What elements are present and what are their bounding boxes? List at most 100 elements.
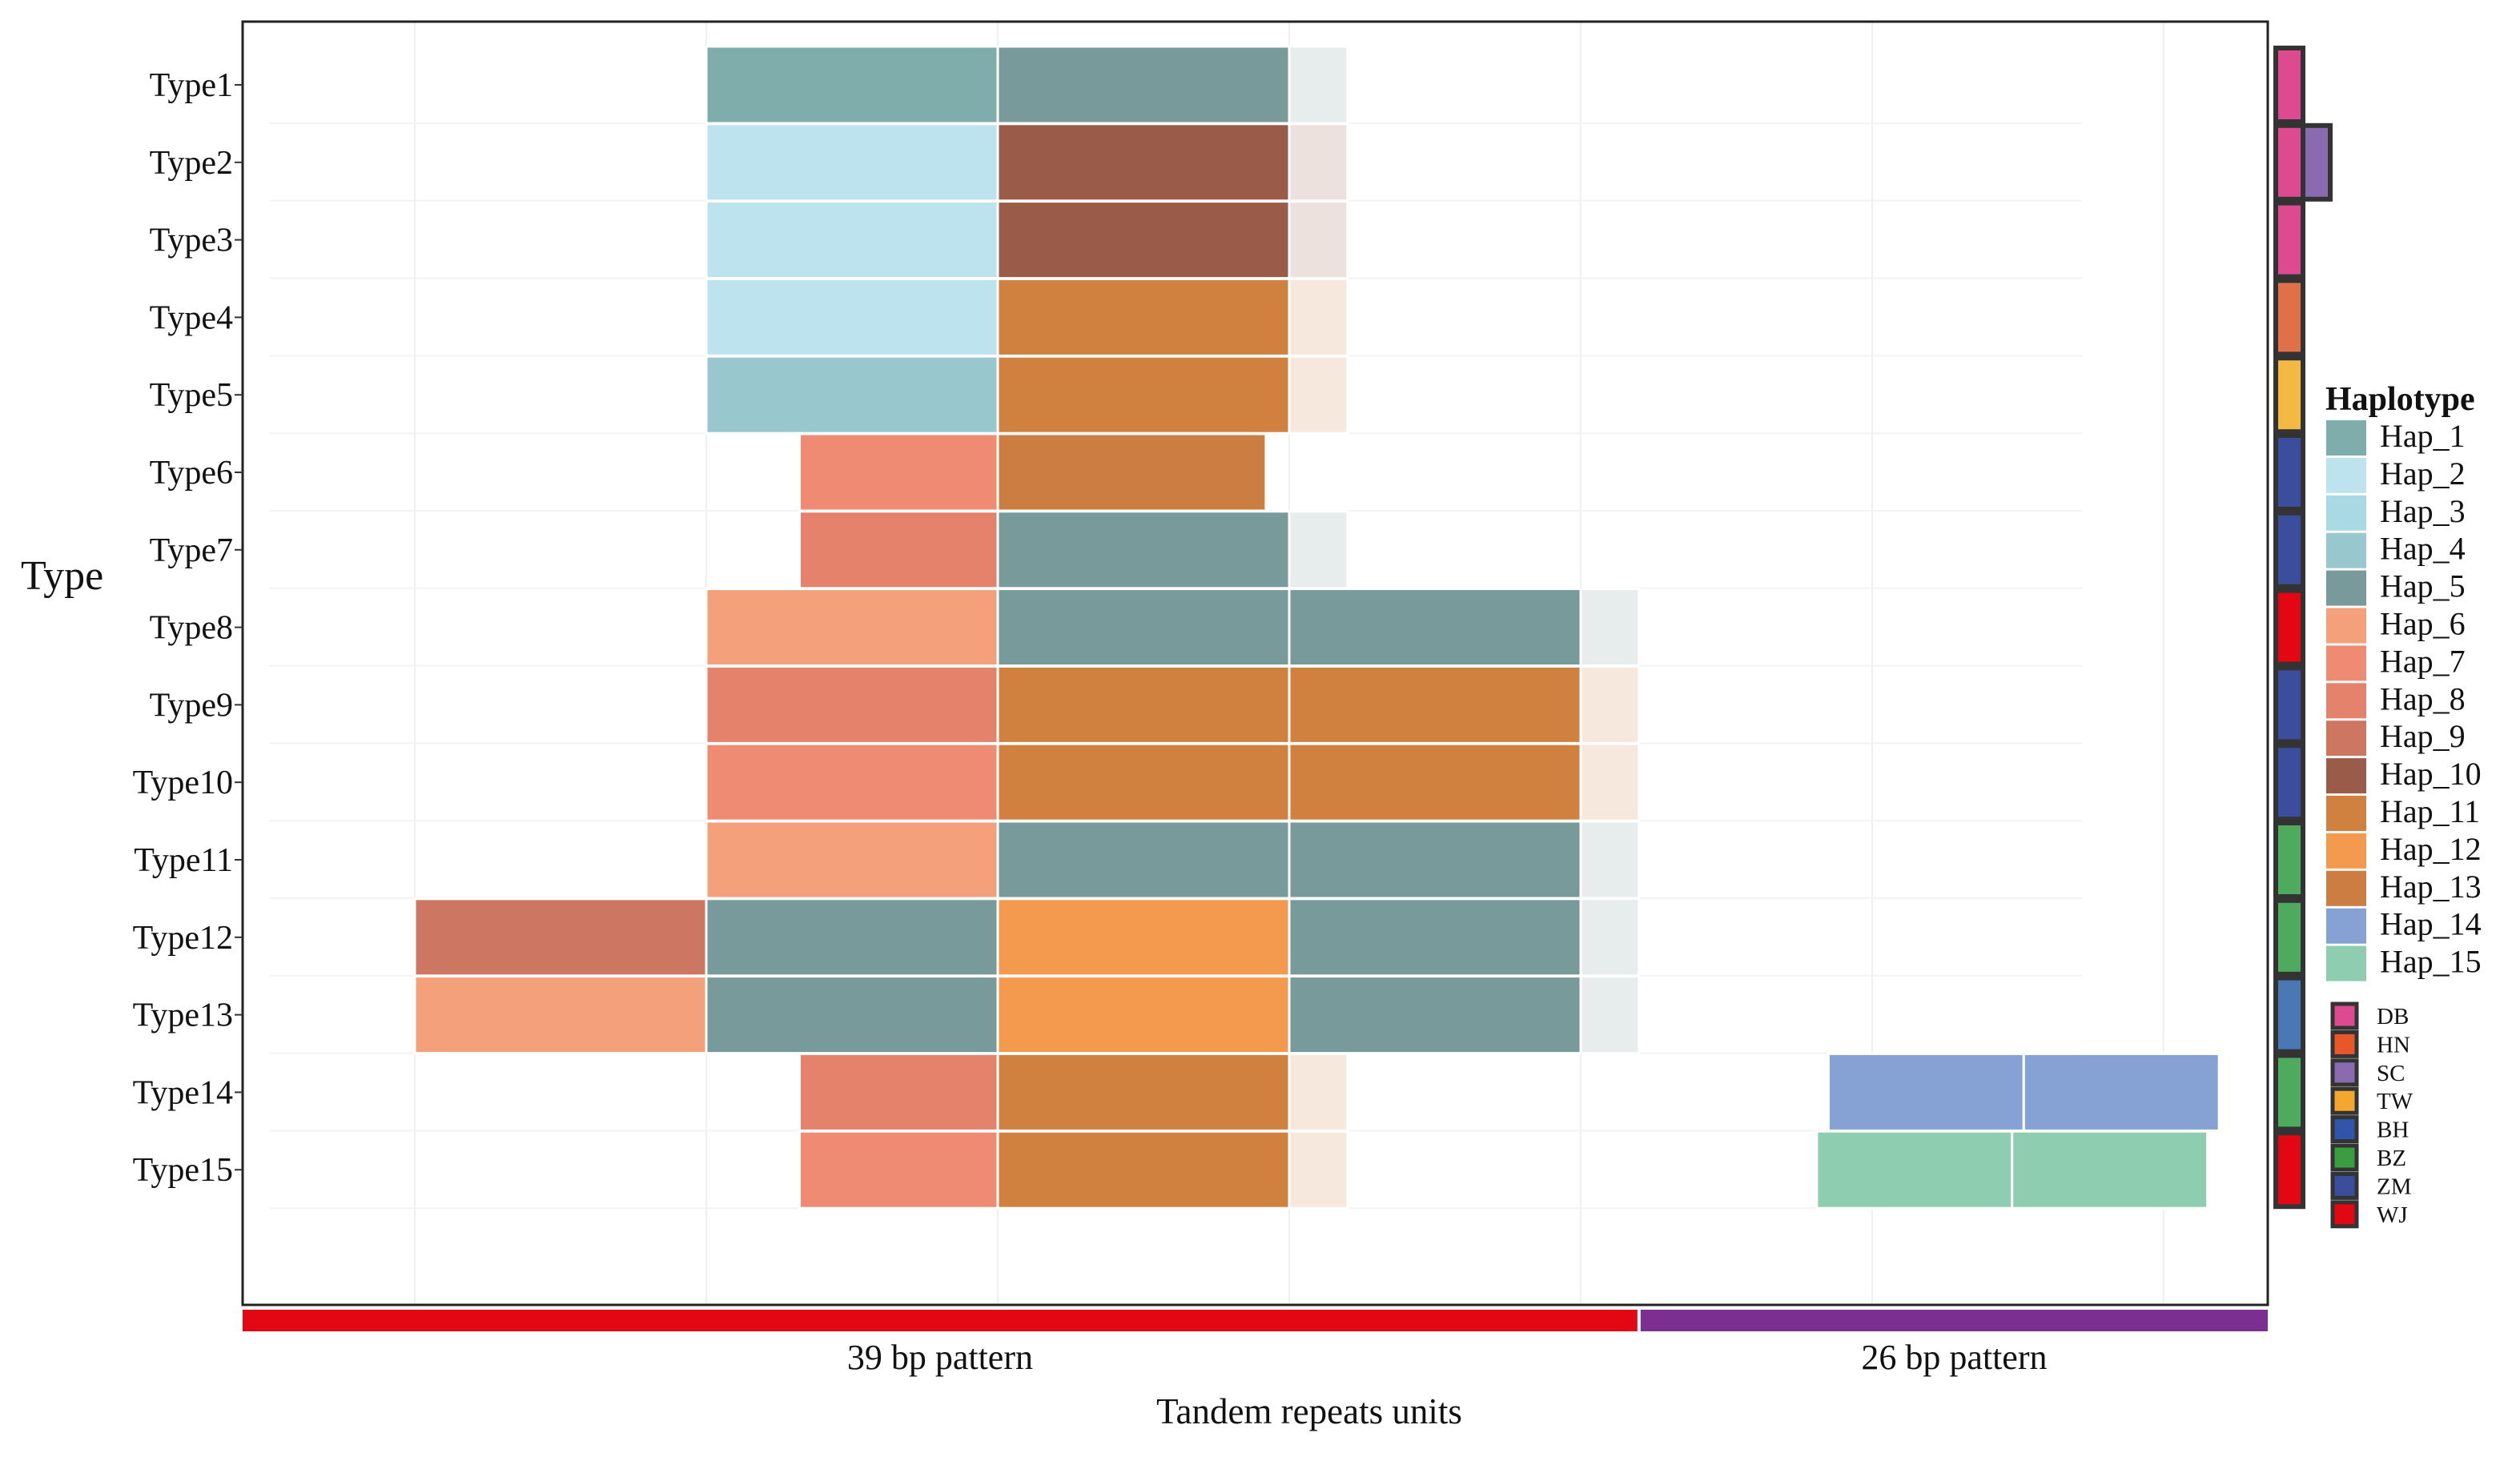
region-annotation-db xyxy=(2273,46,2305,124)
haplotype-legend: HaplotypeHap_1Hap_2Hap_3Hap_4Hap_5Hap_6H… xyxy=(2325,381,2482,981)
legend-swatch xyxy=(2326,945,2366,981)
tile-type9-hap_8 xyxy=(705,664,999,745)
y-tick-label: Type5 xyxy=(150,377,233,414)
region-legend-label: TW xyxy=(2377,1089,2413,1114)
region-annotation-tw xyxy=(2273,355,2305,435)
legend-label: Hap_5 xyxy=(2380,568,2466,604)
legend-label: Hap_4 xyxy=(2380,531,2466,567)
legend-label: Hap_8 xyxy=(2380,680,2466,716)
tile-type3-hap_2 xyxy=(705,200,999,280)
region-annotation-hn xyxy=(2273,278,2305,357)
tile-type5-hap_4 xyxy=(705,355,999,435)
legend-label: Hap_14 xyxy=(2380,906,2482,942)
region-legend-swatch xyxy=(2330,1143,2359,1172)
tile-type13-hap_12 xyxy=(996,975,1291,1055)
region-annotation-wj xyxy=(2273,1130,2305,1210)
region-legend-label: BZ xyxy=(2377,1146,2406,1171)
y-tick-label: Type3 xyxy=(150,223,233,259)
legend-label: Hap_2 xyxy=(2380,456,2466,492)
tile-type3-hap_10 xyxy=(1288,200,1349,280)
tile-type12-hap_5 xyxy=(1288,897,1582,977)
tile-type9-hap_11 xyxy=(996,664,1291,745)
tile-type13-hap_5 xyxy=(1579,975,1641,1055)
tile-type8-hap_5 xyxy=(996,588,1291,668)
region-legend-swatch xyxy=(2330,1171,2359,1200)
legend-title: Haplotype xyxy=(2325,381,2475,418)
tile-type9-hap_11 xyxy=(1579,664,1641,745)
tile-type7-hap_5 xyxy=(1288,510,1349,590)
tile-type1-hap_1 xyxy=(705,45,999,125)
tile-type12-hap_9 xyxy=(413,897,708,977)
legend-swatch xyxy=(2326,420,2366,456)
y-tick-label: Type13 xyxy=(133,997,233,1034)
region-legend-label: SC xyxy=(2377,1061,2405,1086)
region-annotation-bz xyxy=(2273,1053,2305,1132)
region-annotation-wj xyxy=(2273,588,2305,667)
tile-type2-hap_10 xyxy=(996,122,1291,203)
region-annotation-zm xyxy=(2273,665,2305,745)
region-annotation-zm xyxy=(2273,510,2305,589)
tile-type15-hap_11 xyxy=(996,1130,1291,1210)
legend-label: Hap_15 xyxy=(2380,944,2482,980)
legend-swatch xyxy=(2326,758,2366,794)
region-annotation-strip xyxy=(2273,46,2333,1210)
tile-type5-hap_11 xyxy=(1288,355,1349,435)
region-annotation-sc xyxy=(2301,122,2333,202)
legend-swatch xyxy=(2326,495,2366,531)
tile-type6-hap_7 xyxy=(798,432,999,512)
tile-type13-hap_5 xyxy=(705,975,999,1055)
x-axis-title: Tandem repeats units xyxy=(1156,1391,1462,1431)
y-tick-label: Type9 xyxy=(150,687,233,724)
tile-type7-hap_5 xyxy=(996,510,1291,590)
tiles xyxy=(413,45,2221,1210)
tile-type7-hap_8 xyxy=(798,510,999,590)
region-legend-label: ZM xyxy=(2377,1174,2412,1199)
tile-type8-hap_5 xyxy=(1288,588,1582,668)
region-legend-swatch xyxy=(2330,1200,2359,1229)
tile-type6-hap_13 xyxy=(996,432,1268,512)
legend-swatch xyxy=(2326,833,2366,869)
pattern-label: 39 bp pattern xyxy=(847,1338,1033,1377)
tile-type2-hap_10 xyxy=(1288,122,1349,203)
y-tick-label: Type10 xyxy=(133,765,233,801)
y-tick-label: Type8 xyxy=(150,610,233,647)
legend-swatch xyxy=(2326,608,2366,644)
legend-label: Hap_10 xyxy=(2380,756,2482,792)
tile-type11-hap_5 xyxy=(1579,820,1641,900)
y-tick-label: Type1 xyxy=(150,67,233,104)
tile-type4-hap_2 xyxy=(705,277,999,357)
plot-border xyxy=(241,20,2269,1306)
pattern-bar xyxy=(243,1310,1638,1331)
tile-type15-hap_7 xyxy=(798,1130,999,1210)
pattern-label: 26 bp pattern xyxy=(1861,1338,2047,1377)
region-annotation-db xyxy=(2273,122,2305,202)
tile-type11-hap_5 xyxy=(996,820,1291,900)
legend-swatch xyxy=(2326,683,2366,719)
legend-swatch xyxy=(2326,796,2366,831)
legend-label: Hap_11 xyxy=(2380,793,2480,829)
legend-swatch xyxy=(2326,645,2366,681)
y-tick-label: Type14 xyxy=(133,1074,233,1111)
region-legend-swatch xyxy=(2330,1115,2359,1144)
tile-type13-hap_6 xyxy=(413,975,708,1055)
legend-label: Hap_13 xyxy=(2380,869,2482,905)
tile-type9-hap_11 xyxy=(1288,664,1582,745)
legend-label: Hap_12 xyxy=(2380,831,2482,867)
y-tick-label: Type6 xyxy=(150,455,233,492)
region-legend-swatch xyxy=(2330,1001,2359,1030)
region-annotation-bz xyxy=(2273,897,2305,977)
region-legend-swatch xyxy=(2330,1030,2359,1058)
region-legend-label: BH xyxy=(2377,1118,2409,1143)
region-legend-label: WJ xyxy=(2377,1202,2408,1228)
tile-type14-hap_14 xyxy=(2022,1052,2221,1132)
region-annotation-db xyxy=(2273,200,2305,279)
tile-type4-hap_11 xyxy=(996,277,1291,357)
pattern-bars: 39 bp pattern 26 bp pattern xyxy=(243,1310,2268,1377)
legend-swatch xyxy=(2326,908,2366,944)
region-annotation-zm xyxy=(2273,743,2305,822)
y-tick-label: Type4 xyxy=(150,299,233,336)
tile-type12-hap_5 xyxy=(1579,897,1641,977)
tile-type8-hap_5 xyxy=(1579,588,1641,668)
